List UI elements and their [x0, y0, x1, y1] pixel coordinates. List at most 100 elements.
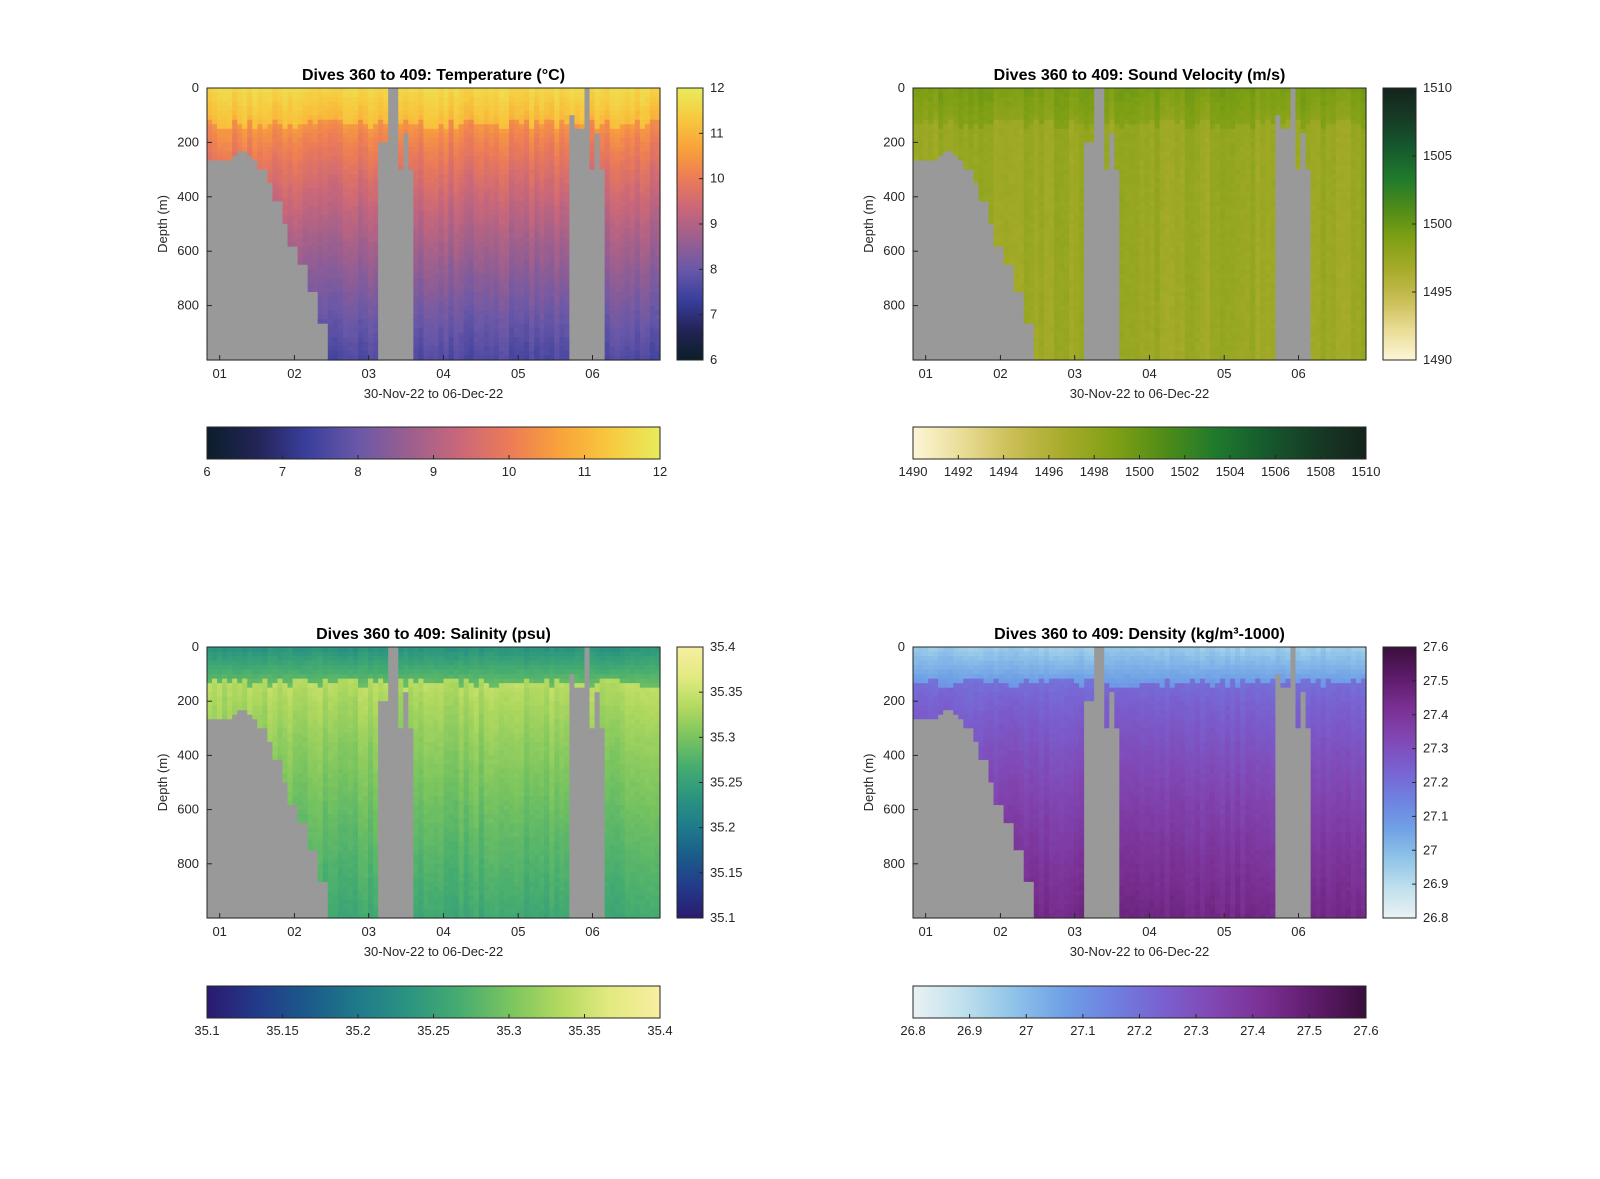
heatmap-cell	[293, 192, 299, 197]
heatmap-cell	[363, 301, 369, 306]
heatmap-cell	[212, 102, 218, 107]
heatmap-cell	[343, 142, 349, 147]
heatmap-cell	[207, 265, 213, 270]
heatmap-cell	[333, 161, 339, 166]
heatmap-cell	[242, 124, 248, 129]
heatmap-cell	[328, 256, 334, 261]
heatmap-cell	[247, 274, 253, 279]
heatmap-cell	[212, 328, 218, 333]
heatmap-cell	[283, 210, 289, 215]
heatmap-cell	[303, 256, 309, 261]
heatmap-cell	[348, 170, 354, 175]
heatmap-cell	[247, 206, 253, 211]
heatmap-cell	[328, 165, 334, 170]
heatmap-cell	[262, 256, 268, 261]
heatmap-cell	[333, 229, 339, 234]
heatmap-cell	[298, 224, 304, 229]
heatmap-cell	[242, 120, 248, 125]
heatmap-cell	[353, 215, 359, 220]
heatmap-cell	[348, 179, 354, 184]
heatmap-cell	[368, 229, 374, 234]
heatmap-cell	[338, 201, 344, 206]
heatmap-cell	[247, 333, 253, 338]
heatmap-cell	[333, 247, 339, 252]
heatmap-cell	[288, 269, 294, 274]
heatmap-cell	[272, 115, 278, 120]
heatmap-cell	[323, 206, 329, 211]
heatmap-cell	[267, 201, 273, 206]
heatmap-cell	[293, 342, 299, 347]
heatmap-cell	[293, 238, 299, 243]
heatmap-cell	[343, 328, 349, 333]
heatmap-cell	[288, 301, 294, 306]
heatmap-cell	[353, 111, 359, 116]
heatmap-cell	[252, 242, 258, 247]
heatmap-cell	[207, 278, 213, 283]
heatmap-cell	[277, 183, 283, 188]
heatmap-cell	[333, 206, 339, 211]
heatmap-cell	[207, 201, 213, 206]
heatmap-cell	[338, 215, 344, 220]
heatmap-cell	[343, 174, 349, 179]
heatmap-cell	[323, 161, 329, 166]
heatmap-cell	[298, 269, 304, 274]
heatmap-cell	[217, 192, 223, 197]
heatmap-cell	[237, 111, 243, 116]
heatmap-cell	[207, 315, 213, 320]
heatmap-cell	[338, 170, 344, 175]
heatmap-cell	[242, 210, 248, 215]
heatmap-cell	[363, 129, 369, 134]
heatmap-cell	[207, 319, 213, 324]
heatmap-cell	[232, 287, 238, 292]
heatmap-cell	[333, 147, 339, 152]
heatmap-cell	[212, 133, 218, 138]
heatmap-cell	[353, 188, 359, 193]
heatmap-cell	[222, 297, 228, 302]
heatmap-cell	[252, 97, 258, 102]
heatmap-cell	[308, 351, 314, 356]
heatmap-cell	[308, 224, 314, 229]
heatmap-cell	[338, 124, 344, 129]
heatmap-cell	[217, 93, 223, 98]
heatmap-cell	[283, 229, 289, 234]
heatmap-cell	[222, 224, 228, 229]
heatmap-cell	[217, 251, 223, 256]
heatmap-cell	[343, 111, 349, 116]
heatmap-cell	[293, 260, 299, 265]
heatmap-cell	[237, 192, 243, 197]
heatmap-cell	[338, 265, 344, 270]
heatmap-cell	[212, 283, 218, 288]
heatmap-cell	[368, 269, 374, 274]
heatmap-cell	[313, 301, 319, 306]
heatmap-cell	[328, 156, 334, 161]
heatmap-cell	[207, 93, 213, 98]
heatmap-cell	[353, 310, 359, 315]
heatmap-cell	[328, 346, 334, 351]
heatmap-cell	[303, 283, 309, 288]
heatmap-cell	[252, 156, 258, 161]
heatmap-cell	[283, 102, 289, 107]
heatmap-cell	[298, 251, 304, 256]
heatmap-cell	[303, 192, 309, 197]
heatmap-cell	[277, 197, 283, 202]
heatmap-cell	[257, 192, 263, 197]
heatmap-cell	[252, 111, 258, 116]
heatmap-cell	[267, 242, 273, 247]
heatmap-cell	[277, 229, 283, 234]
heatmap-cell	[368, 102, 374, 107]
heatmap-cell	[318, 210, 324, 215]
heatmap-cell	[283, 346, 289, 351]
heatmap-cell	[222, 129, 228, 134]
heatmap-cell	[313, 147, 319, 152]
heatmap-cell	[247, 292, 253, 297]
heatmap-cell	[348, 161, 354, 166]
heatmap-cell	[242, 197, 248, 202]
heatmap-cell	[257, 251, 263, 256]
heatmap-cell	[247, 269, 253, 274]
heatmap-cell	[343, 147, 349, 152]
heatmap-cell	[277, 324, 283, 329]
heatmap-cell	[333, 124, 339, 129]
heatmap-cell	[333, 328, 339, 333]
heatmap-cell	[232, 351, 238, 356]
chart-title: Dives 360 to 409: Temperature (°C)	[302, 67, 565, 84]
